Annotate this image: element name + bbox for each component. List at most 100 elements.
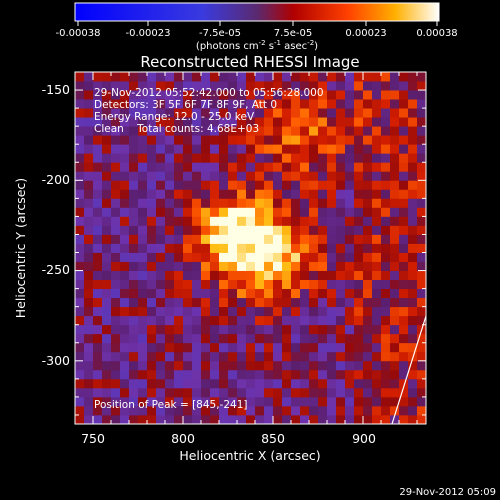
heatmap-cell — [273, 234, 283, 244]
heatmap-cell — [111, 261, 121, 271]
heatmap-cell — [372, 72, 382, 82]
heatmap-cell — [291, 207, 301, 217]
heatmap-cell — [318, 99, 328, 109]
heatmap-cell — [273, 162, 283, 172]
heatmap-cell — [165, 252, 175, 262]
heatmap-cell — [75, 261, 85, 271]
heatmap-cell — [282, 288, 292, 299]
heatmap-cell — [156, 279, 166, 290]
heatmap-cell — [390, 243, 400, 253]
heatmap-cell — [147, 189, 157, 199]
heatmap-cell — [147, 369, 157, 380]
heatmap-cell — [354, 135, 364, 145]
heatmap-cell — [300, 342, 310, 353]
heatmap-cell — [192, 198, 202, 208]
heatmap-cell — [381, 234, 391, 244]
heatmap-cell — [165, 270, 175, 280]
heatmap-cell — [138, 171, 148, 181]
heatmap-cell — [237, 72, 247, 82]
heatmap-cell — [138, 126, 148, 136]
heatmap-cell — [291, 396, 301, 407]
heatmap-cell — [111, 216, 121, 226]
heatmap-cell — [291, 333, 301, 344]
heatmap-cell — [165, 243, 175, 253]
heatmap-cell — [381, 342, 391, 353]
heatmap-cell — [156, 387, 166, 398]
heatmap-cell — [273, 360, 283, 371]
heatmap-cell — [390, 405, 400, 416]
heatmap-cell — [381, 72, 391, 82]
heatmap-cell — [102, 252, 112, 262]
heatmap-cell — [354, 333, 364, 344]
heatmap-cell — [156, 342, 166, 353]
heatmap-cell — [354, 180, 364, 190]
heatmap-cell — [102, 225, 112, 235]
heatmap-cell — [282, 81, 292, 91]
heatmap-cell — [255, 207, 265, 217]
heatmap-cell — [120, 279, 130, 290]
x-tick-label: 800 — [171, 431, 195, 446]
heatmap-cell — [192, 279, 202, 290]
heatmap-cell — [120, 198, 130, 208]
heatmap-cell — [300, 405, 310, 416]
heatmap-cell — [129, 243, 139, 253]
heatmap-cell — [417, 288, 426, 299]
heatmap-cell — [174, 180, 184, 190]
heatmap-cell — [120, 252, 130, 262]
heatmap-cell — [345, 315, 355, 326]
heatmap-cell — [120, 333, 130, 344]
heatmap-cell — [138, 225, 148, 235]
heatmap-cell — [399, 342, 409, 353]
heatmap-cell — [318, 180, 328, 190]
heatmap-cell — [300, 135, 310, 145]
heatmap-cell — [327, 144, 337, 154]
heatmap-cell — [102, 126, 112, 136]
heatmap-cell — [282, 162, 292, 172]
heatmap-cell — [399, 153, 409, 163]
heatmap-cell — [363, 387, 373, 398]
heatmap-cell — [327, 315, 337, 326]
heatmap-cell — [120, 99, 130, 109]
heatmap-cell — [84, 144, 94, 154]
heatmap-cell — [129, 252, 139, 262]
heatmap-cell — [336, 252, 346, 262]
heatmap-cell — [399, 72, 409, 82]
heatmap-cell — [210, 315, 220, 326]
heatmap-cell — [174, 135, 184, 145]
heatmap-cell — [246, 81, 256, 91]
heatmap-cell — [192, 342, 202, 353]
heatmap-cell — [93, 135, 103, 145]
heatmap-cell — [228, 108, 238, 118]
heatmap-cell — [84, 378, 94, 389]
heatmap-cell — [237, 369, 247, 380]
heatmap-cell — [273, 117, 283, 127]
heatmap-cell — [93, 279, 103, 290]
heatmap-cell — [291, 108, 301, 118]
heatmap-cell — [147, 297, 157, 308]
heatmap-cell — [75, 405, 85, 416]
heatmap-cell — [129, 216, 139, 226]
heatmap-cell — [156, 351, 166, 362]
heatmap-cell — [84, 162, 94, 172]
heatmap-cell — [255, 153, 265, 163]
heatmap-cell — [228, 378, 238, 389]
heatmap-cell — [246, 288, 256, 299]
heatmap-cell — [327, 225, 337, 235]
heatmap-cell — [408, 261, 418, 271]
heatmap-cell — [120, 72, 130, 82]
heatmap-cell — [282, 297, 292, 308]
y-tick-label: -300 — [42, 353, 70, 368]
heatmap-cell — [192, 144, 202, 154]
heatmap-cell — [372, 315, 382, 326]
heatmap-cell — [390, 234, 400, 244]
heatmap-cell — [417, 243, 426, 253]
heatmap-cell — [336, 306, 346, 317]
heatmap-cell — [318, 342, 328, 353]
heatmap-cell — [327, 297, 337, 308]
heatmap-cell — [309, 243, 319, 253]
heatmap-cell — [129, 315, 139, 326]
heatmap-cell — [246, 135, 256, 145]
heatmap-cell — [156, 99, 166, 109]
heatmap-cell — [147, 315, 157, 326]
heatmap-cell — [327, 198, 337, 208]
